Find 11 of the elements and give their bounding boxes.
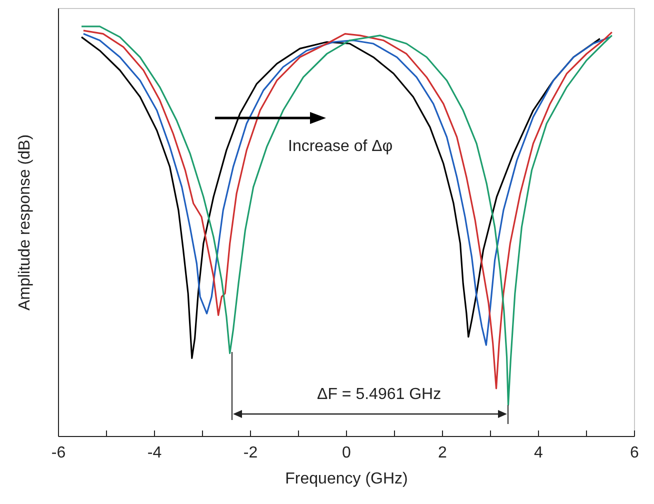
x-tick-label: 2 (438, 444, 448, 462)
annotation: Increase of Δφ (288, 138, 393, 156)
x-tick-label: -4 (147, 444, 162, 462)
x-tick-label: -2 (243, 444, 258, 462)
x-tick-label: -6 (51, 444, 66, 462)
x-axis-title: Frequency (GHz) (285, 470, 408, 488)
x-tick-label: 6 (630, 444, 640, 462)
y-axis-title: Amplitude response (dB) (16, 134, 34, 311)
x-tick-label: 4 (534, 444, 544, 462)
annotation: ΔF = 5.4961 GHz (317, 386, 442, 404)
x-tick-label: 0 (342, 444, 352, 462)
